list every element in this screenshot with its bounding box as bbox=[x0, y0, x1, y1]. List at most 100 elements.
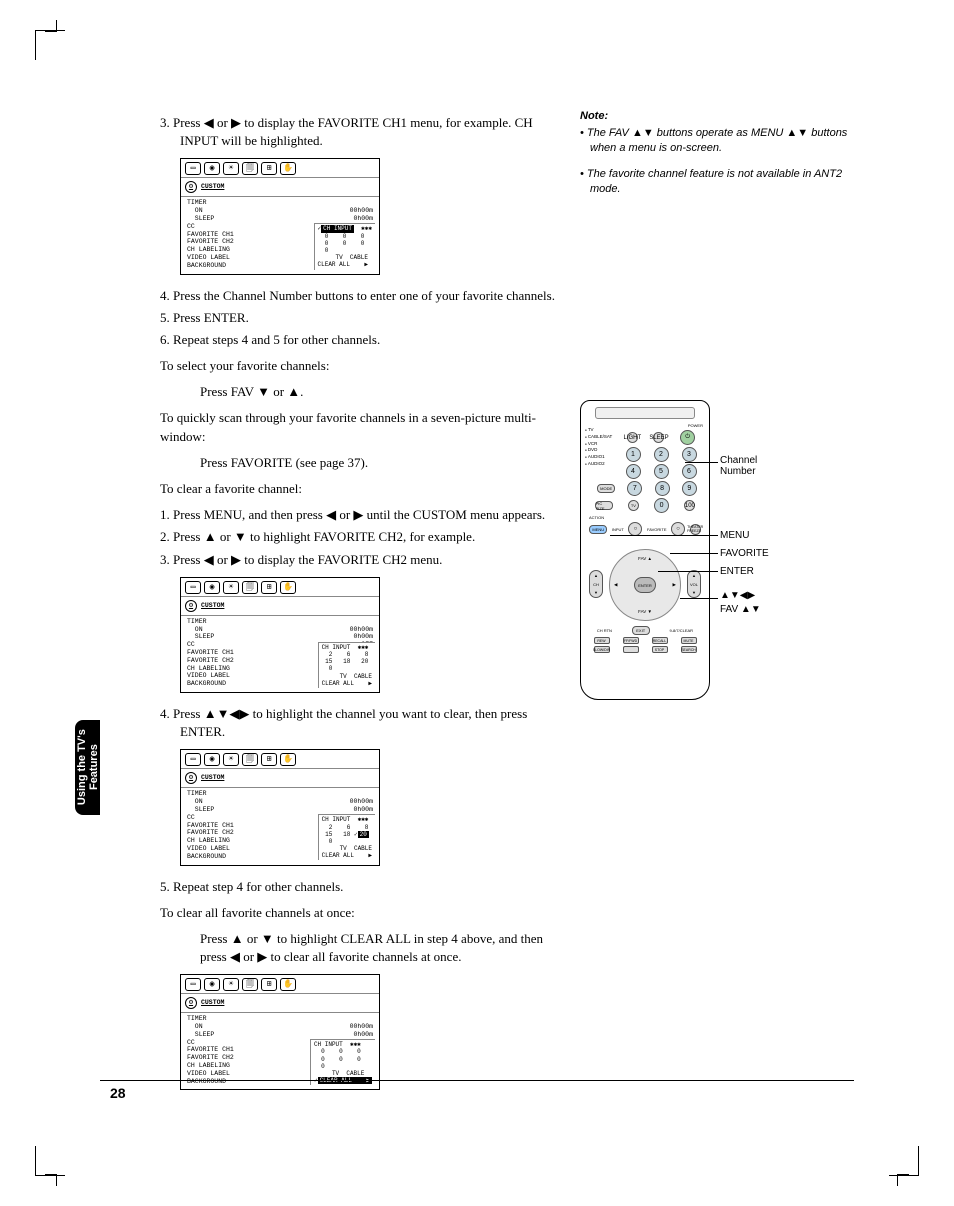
osd-menu-items: TIMER ON SLEEP CC FAVORITE CH1 FAVORITE … bbox=[187, 618, 234, 688]
crop-mark bbox=[45, 20, 57, 32]
osd-title: CUSTOM bbox=[201, 774, 224, 782]
device-labels: TV CABLE/SAT VCR DVD AUDIO1 AUDIO2 bbox=[585, 427, 612, 468]
num-7: 7 bbox=[627, 481, 642, 496]
osd-tab-icon: ◉ bbox=[204, 753, 220, 766]
step-3: 3. Press ◀ or ▶ to display the FAVORITE … bbox=[180, 114, 560, 150]
num-8: 8 bbox=[655, 481, 670, 496]
callout-arrows: ▲▼◀▶ bbox=[720, 590, 755, 601]
callout-fav: FAV ▲▼ bbox=[720, 604, 761, 615]
favorite-button: ○ bbox=[671, 522, 685, 536]
osd-screenshot-4: ▭ ◉ ☀ 🗐 ⊞ ✋ ⚙ CUSTOM TIMER ON SLEEP CC F… bbox=[180, 974, 380, 1090]
osd-tab-icon: ▭ bbox=[185, 581, 201, 594]
stop-button: STOP bbox=[652, 646, 668, 653]
osd-tab-icon: ◉ bbox=[204, 162, 220, 175]
osd-title: CUSTOM bbox=[201, 999, 224, 1007]
picsize-button: PIC SIZE bbox=[595, 501, 613, 510]
action-label: ACTION bbox=[589, 515, 703, 520]
sleep-button: SLEEP bbox=[653, 432, 664, 443]
clear-step-1: 1. Press MENU, and then press ◀ or ▶ unt… bbox=[180, 506, 560, 524]
menu-icon: ⚙ bbox=[185, 181, 197, 193]
menu-icon: ⚙ bbox=[185, 997, 197, 1009]
num-1: 1 bbox=[626, 447, 641, 462]
osd-tab-icon: 🗐 bbox=[242, 162, 258, 175]
step-4: 4. Press the Channel Number buttons to e… bbox=[180, 287, 560, 305]
vol-rocker: ▲VOL▼ bbox=[687, 570, 701, 598]
power-label: POWER bbox=[688, 423, 703, 428]
step-5: 5. Press ENTER. bbox=[180, 309, 560, 327]
osd-tab-icon: ⊞ bbox=[261, 162, 277, 175]
page-number: 28 bbox=[110, 1085, 126, 1101]
osd-screenshot-3: ▭ ◉ ☀ 🗐 ⊞ ✋ ⚙ CUSTOM TIMER ON SLEEP CC F… bbox=[180, 749, 380, 865]
fwd-button: FF/FWD bbox=[623, 637, 639, 644]
clear-step-3: 3. Press ◀ or ▶ to display the FAVORITE … bbox=[180, 551, 560, 569]
osd-screenshot-1: ▭ ◉ ☀ 🗐 ⊞ ✋ ⚙ CUSTOM TIMER ON SLEEP CC F… bbox=[180, 158, 380, 274]
osd-tab-icon: 🗐 bbox=[242, 978, 258, 991]
osd-tab-icon: ⊞ bbox=[261, 978, 277, 991]
blank-button bbox=[623, 646, 639, 653]
crop-mark bbox=[889, 1146, 919, 1176]
remote-diagram: TV CABLE/SAT VCR DVD AUDIO1 AUDIO2 POWER… bbox=[580, 400, 770, 700]
callout-enter: ENTER bbox=[720, 566, 754, 577]
osd-menu-items: TIMER ON SLEEP CC FAVORITE CH1 FAVORITE … bbox=[187, 199, 234, 269]
tab-line1: Using the TV's bbox=[75, 730, 87, 806]
note-item-1: • The FAV ▲▼ buttons operate as MENU ▲▼ … bbox=[590, 126, 860, 157]
osd-tab-icon: ☀ bbox=[223, 978, 239, 991]
recall-button: RECALL bbox=[652, 637, 668, 644]
osd-title: CUSTOM bbox=[201, 183, 224, 191]
osd-submenu: CH INPUT ✱✱✱ 2 6 8 15 18 ✓20 0 TV CABLE … bbox=[318, 814, 375, 860]
osd-submenu: CH INPUT ✱✱✱ 2 6 8 15 18 20 0 TV CABLE C… bbox=[318, 642, 375, 688]
cent-button: 100 bbox=[684, 500, 695, 511]
menu-icon: ⚙ bbox=[185, 772, 197, 784]
note-title: Note: bbox=[580, 110, 860, 122]
crop-mark bbox=[897, 1174, 909, 1186]
num-0: 0 bbox=[654, 498, 669, 513]
osd-tab-icon: ⊞ bbox=[261, 753, 277, 766]
osd-tab-icon: ◉ bbox=[204, 581, 220, 594]
callout-favorite: FAVORITE bbox=[720, 548, 769, 559]
osd-tab-icon: 🗐 bbox=[242, 581, 258, 594]
osd-tab-icon: ▭ bbox=[185, 753, 201, 766]
crop-mark bbox=[45, 1174, 57, 1186]
menu-icon: ⚙ bbox=[185, 600, 197, 612]
remote-display bbox=[595, 407, 695, 419]
footer-rule bbox=[100, 1080, 854, 1081]
clear-all-header: To clear all favorite channels at once: bbox=[160, 904, 560, 922]
osd-tab-icon: ▭ bbox=[185, 978, 201, 991]
osd-tab-icon: ☀ bbox=[223, 581, 239, 594]
page-content: Using the TV's Features 3. Press ◀ or ▶ … bbox=[100, 100, 854, 1126]
osd-tab-icon: ☀ bbox=[223, 753, 239, 766]
osd-tab-icon: ☀ bbox=[223, 162, 239, 175]
osd-tab-icon: 🗐 bbox=[242, 753, 258, 766]
osd-menu-items: TIMER ON SLEEP CC FAVORITE CH1 FAVORITE … bbox=[187, 790, 234, 860]
osd-tab-icon: ✋ bbox=[280, 753, 296, 766]
osd-submenu: ✓CH INPUT ✱✱✱ 0 0 0 0 0 0 0 TV CABLE CLE… bbox=[314, 223, 375, 269]
select-body: Press FAV ▼ or ▲. bbox=[200, 383, 560, 401]
freeze-button: THEATER FREEZE bbox=[690, 524, 701, 535]
slow-button: SLOW/DIR bbox=[594, 646, 610, 653]
power-button: ⏻ bbox=[680, 430, 695, 445]
osd-tab-icon: ✋ bbox=[280, 581, 296, 594]
clear-step-2: 2. Press ▲ or ▼ to highlight FAVORITE CH… bbox=[180, 528, 560, 546]
note-item-2: • The favorite channel feature is not av… bbox=[590, 167, 860, 198]
scan-header: To quickly scan through your favorite ch… bbox=[160, 409, 560, 445]
mode-button: MODE bbox=[597, 484, 615, 493]
clear-header: To clear a favorite channel: bbox=[160, 480, 560, 498]
num-4: 4 bbox=[626, 464, 641, 479]
enter-button: ENTER bbox=[634, 577, 656, 593]
tvvideo-button: TV bbox=[628, 500, 639, 511]
osd-submenu: CH INPUT ✱✱✱ 0 0 0 0 0 0 0 TV CABLE ✓CLE… bbox=[310, 1039, 375, 1085]
osd-tab-icon: ▭ bbox=[185, 162, 201, 175]
remote-body: TV CABLE/SAT VCR DVD AUDIO1 AUDIO2 POWER… bbox=[580, 400, 710, 700]
num-3: 3 bbox=[682, 447, 697, 462]
note-column: Note: • The FAV ▲▼ buttons operate as ME… bbox=[580, 110, 860, 208]
crop-mark bbox=[35, 1146, 65, 1176]
mute-button: MUTE bbox=[681, 637, 697, 644]
num-6: 6 bbox=[682, 464, 697, 479]
scan-body: Press FAVORITE (see page 37). bbox=[200, 454, 560, 472]
callout-channel: Channel Number bbox=[720, 455, 757, 477]
crop-mark bbox=[35, 30, 65, 60]
ch-rocker: ▲CH▼ bbox=[589, 570, 603, 598]
osd-title: CUSTOM bbox=[201, 602, 224, 610]
input-button: ○ bbox=[628, 522, 642, 536]
osd-tab-icon: ✋ bbox=[280, 978, 296, 991]
